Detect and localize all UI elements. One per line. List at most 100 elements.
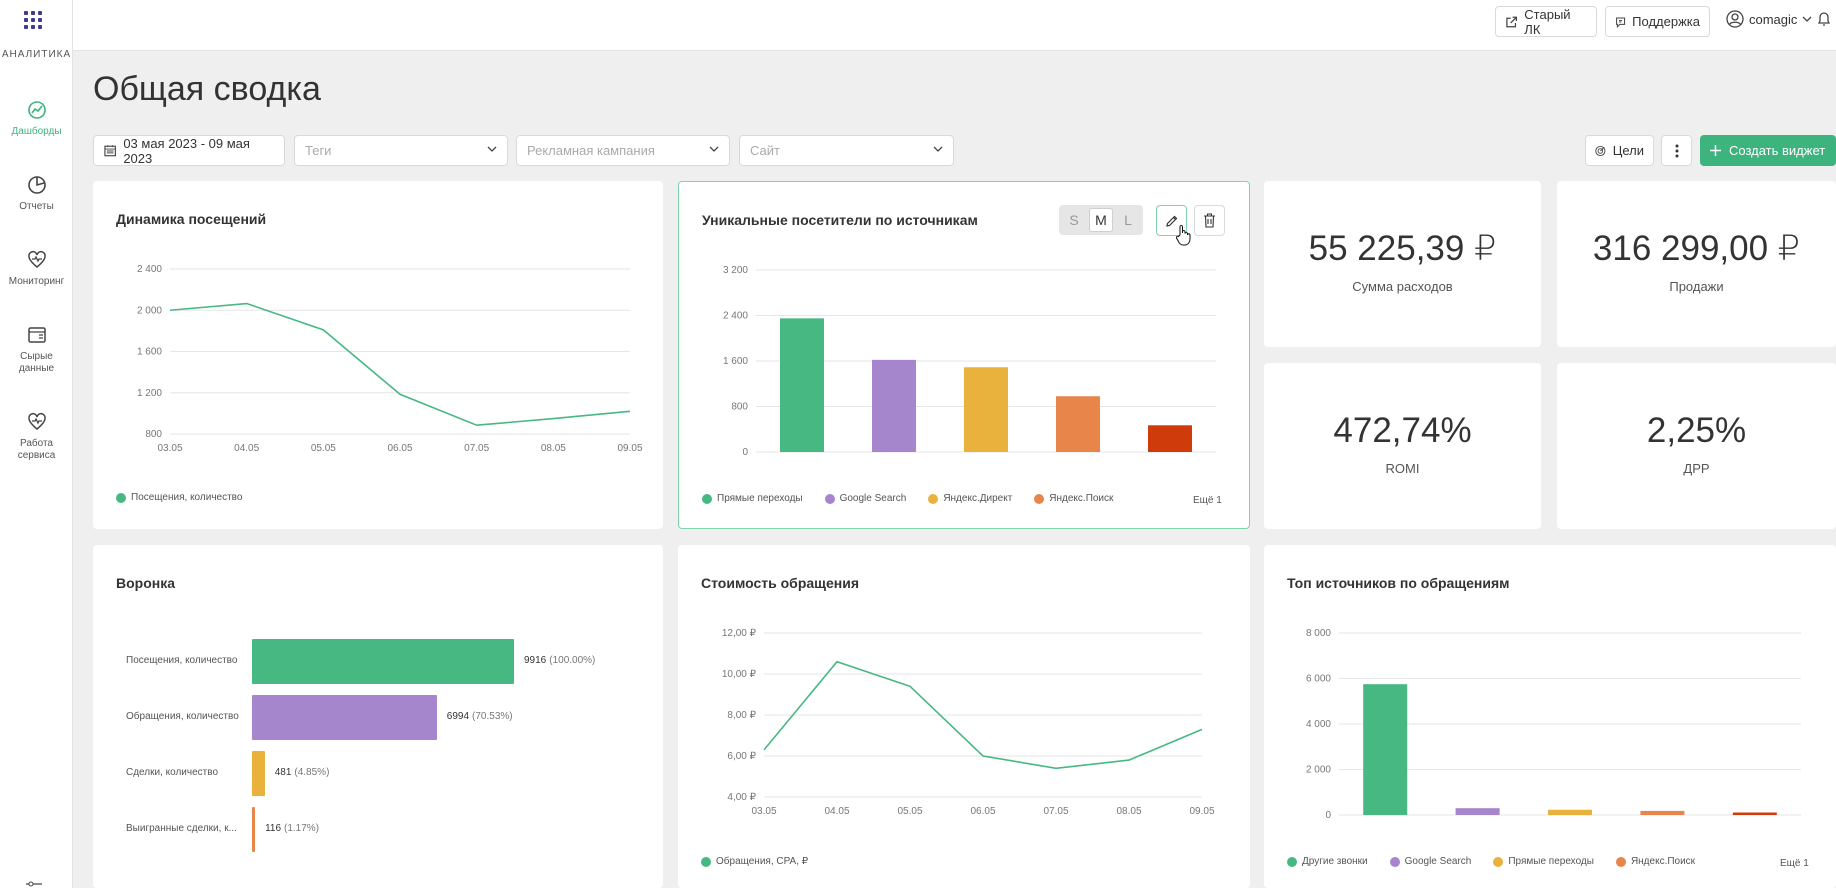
monitoring-icon: [27, 251, 46, 268]
tags-placeholder: Теги: [305, 143, 332, 158]
funnel-count: 481: [274, 767, 292, 778]
funnel-count: 9916: [524, 655, 547, 666]
y-tick-label: 0: [1325, 810, 1331, 821]
top-sources-bar-chart: 0 2 000 4 000 6 000 8 000: [1306, 628, 1801, 821]
create-widget-button[interactable]: Создать виджет: [1700, 135, 1836, 166]
sidebar-item-reports[interactable]: Отчеты: [0, 175, 73, 213]
legend-more-link[interactable]: Ещё 1: [1193, 495, 1222, 506]
y-tick-label: 4 000: [1306, 719, 1331, 730]
x-tick-label: 08.05: [1116, 806, 1141, 817]
sidebar-item-label: Мониторинг: [8, 276, 65, 287]
funnel-row-label: Выигранные сделки, к...: [126, 823, 237, 834]
legend-dot: [1034, 493, 1045, 504]
sidebar-item-label: Дашборды: [11, 126, 62, 137]
legend-item[interactable]: Прямые переходы: [702, 493, 803, 504]
brand-label: АНАЛИТИКА: [1, 49, 72, 60]
legend-item[interactable]: Другие звонки: [1287, 856, 1368, 867]
kpi-label: Сумма расходов: [1352, 279, 1453, 294]
site-select[interactable]: Сайт: [739, 135, 954, 166]
kpi-value: 316 299,00 ₽: [1592, 229, 1801, 268]
sidebar-item-service[interactable]: Работа сервиса: [0, 412, 73, 462]
old-cabinet-label: Старый ЛК: [1524, 6, 1571, 37]
funnel-bar: [252, 751, 265, 796]
user-icon: [1726, 10, 1744, 28]
chevron-down-icon: [487, 146, 497, 152]
target-icon: [1595, 145, 1606, 156]
kpi-value: 472,74%: [1333, 411, 1472, 450]
chevron-down-icon: [1802, 16, 1812, 22]
legend-dot: [824, 493, 835, 504]
sidebar-item-raw-data[interactable]: Сырые данные: [0, 325, 73, 375]
delete-widget-button[interactable]: [1194, 205, 1225, 236]
bar: [1056, 396, 1100, 452]
x-tick-label: 05.05: [897, 806, 922, 817]
size-m-button[interactable]: M: [1089, 208, 1113, 232]
funnel-value: 116 (1.17%): [265, 823, 319, 834]
campaign-select[interactable]: Рекламная кампания: [516, 135, 730, 166]
user-name: comagic: [1749, 11, 1798, 27]
goals-button[interactable]: Цели: [1585, 135, 1654, 166]
widget-size-toggle: S M L: [1059, 205, 1143, 235]
apps-grid-icon[interactable]: [24, 11, 42, 29]
legend-dot: [116, 492, 126, 503]
sidebar-item-monitoring[interactable]: Мониторинг: [0, 250, 73, 288]
legend-item[interactable]: Прямые переходы: [1493, 856, 1594, 867]
bar: [1548, 809, 1592, 815]
funnel-percent: (4.85%): [294, 767, 330, 778]
x-tick-label: 05.05: [311, 443, 336, 454]
hand-cursor-icon: [1175, 225, 1191, 246]
legend-item[interactable]: Яндекс.Поиск: [1034, 493, 1113, 504]
legend-item[interactable]: Google Search: [824, 493, 906, 504]
funnel-value: 6994 (70.53%): [447, 711, 513, 722]
bell-icon[interactable]: [1817, 11, 1831, 27]
legend-label: Яндекс.Директ: [943, 493, 1013, 504]
date-range-picker[interactable]: 03 мая 2023 - 09 мая 2023: [93, 135, 285, 166]
size-s-button[interactable]: S: [1069, 212, 1079, 228]
support-button[interactable]: Поддержка: [1605, 6, 1710, 37]
funnel-row: Сделки, количество 481 (4.85%): [93, 751, 663, 796]
chat-icon: [1616, 16, 1626, 28]
unique-visitors-widget[interactable]: Уникальные посетители по источникам S M …: [678, 181, 1250, 529]
series-line: [169, 302, 631, 427]
kpi-label: ROMI: [1385, 461, 1420, 476]
reports-icon: [27, 176, 46, 194]
widget-title: Стоимость обращения: [701, 575, 859, 591]
date-range-value: 03 мая 2023 - 09 мая 2023: [123, 135, 250, 166]
size-l-button[interactable]: L: [1124, 212, 1132, 228]
legend-item[interactable]: Посещения, количество: [116, 492, 242, 503]
bar: [1640, 810, 1685, 815]
sidebar: АНАЛИТИКА Дашборды Отчеты Мониторинг Сыр…: [0, 0, 73, 888]
funnel-row-label: Сделки, количество: [126, 767, 219, 778]
kpi-value: 2,25%: [1646, 411, 1747, 450]
widget-title: Воронка: [116, 575, 176, 591]
legend-dot: [1389, 856, 1400, 867]
widget-title: Топ источников по обращениям: [1287, 575, 1510, 591]
funnel-count: 6994: [446, 711, 470, 722]
y-tick-label: 1 600: [723, 356, 748, 367]
legend-item[interactable]: Обращения, CPA, ₽: [701, 856, 808, 867]
legend-item[interactable]: Google Search: [1389, 856, 1471, 867]
funnel-percent: (100.00%): [549, 655, 596, 666]
y-tick-label: 6 000: [1306, 674, 1331, 685]
tags-select[interactable]: Теги: [294, 135, 508, 166]
user-menu[interactable]: comagic: [1726, 10, 1831, 28]
dashboard-icon: [27, 101, 46, 119]
legend-item[interactable]: Яндекс.Поиск: [1615, 856, 1695, 867]
legend-dot: [1287, 856, 1297, 867]
old-cabinet-button[interactable]: Старый ЛК: [1495, 6, 1597, 37]
kpi-expenses-card: 55 225,39 ₽ Сумма расходов: [1264, 181, 1541, 347]
chart-legend: Другие звонки Google Search Прямые перех…: [1287, 856, 1695, 867]
legend-dot: [701, 856, 711, 867]
sidebar-item-label: Отчеты: [19, 201, 54, 212]
x-tick-label: 09.05: [1189, 806, 1214, 817]
y-tick-label: 0: [742, 447, 748, 458]
legend-item[interactable]: Яндекс.Директ: [928, 493, 1012, 504]
external-link-icon: [1506, 16, 1518, 27]
settings-sliders-icon[interactable]: [25, 878, 43, 888]
more-options-button[interactable]: [1661, 135, 1692, 166]
service-icon: [27, 413, 46, 430]
raw-data-icon: [27, 327, 46, 343]
chevron-down-icon: [709, 146, 719, 152]
sidebar-item-dashboards[interactable]: Дашборды: [0, 100, 73, 138]
legend-more-link[interactable]: Ещё 1: [1780, 858, 1809, 869]
